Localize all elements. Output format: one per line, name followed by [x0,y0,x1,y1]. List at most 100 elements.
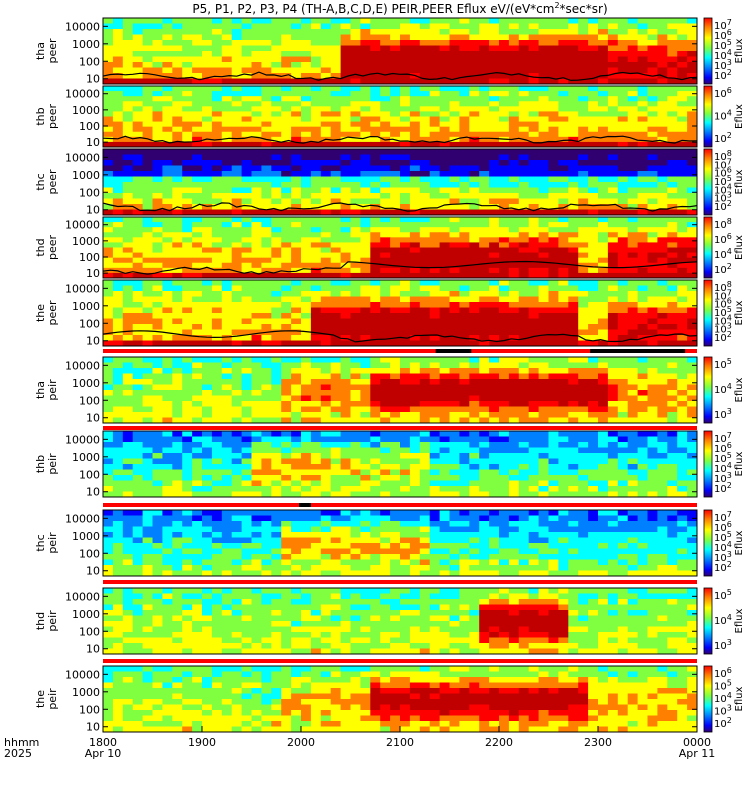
heatmap-cell [380,91,391,97]
heatmap-cell [251,453,262,459]
heatmap-cell [687,406,698,413]
heatmap-cell [301,469,312,476]
heatmap-cell [370,340,381,347]
heatmap-cell [261,40,272,46]
heatmap-cell [598,86,609,92]
heatmap-cell [281,412,292,418]
heatmap-cell [261,257,272,264]
heatmap-cell [241,302,252,308]
heatmap-cell [469,442,480,448]
heatmap-cell [390,73,401,79]
heatmap-cell [251,247,262,253]
heatmap-cell [647,56,658,63]
heatmap-cell [310,227,322,233]
heatmap-cell [518,209,530,216]
heatmap-cell [221,227,233,233]
heatmap-cell [400,217,411,223]
heatmap-cell [499,285,510,292]
heatmap-cell [162,280,173,286]
heatmap-cell [617,272,629,279]
heatmap-cell [152,193,163,199]
heatmap-cell [489,73,500,79]
heatmap-cell [320,204,332,210]
heatmap-cell [598,464,609,470]
heatmap-cell [261,198,272,205]
heatmap-cell [162,272,173,279]
colorbar-tick-label: 105 [714,38,732,52]
heatmap-cell [271,193,282,199]
heatmap-cell [152,431,163,437]
heatmap-cell [241,313,252,319]
heatmap-cell [301,280,312,286]
heatmap-cell [400,368,411,374]
heatmap-cell [429,291,440,297]
heatmap-cell [528,458,539,465]
heatmap-cell [152,412,163,418]
heatmap-cell [152,29,163,35]
heatmap-cell [479,227,490,233]
heatmap-cell [548,257,559,264]
heatmap-cell [508,313,520,319]
heatmap-cell [419,436,431,443]
heatmap-cell [350,198,361,205]
heatmap-cell [152,149,163,155]
heatmap-cell [172,40,183,46]
heatmap-cell [172,257,183,264]
heatmap-cell [687,182,698,188]
heatmap-cell [409,198,421,205]
heatmap-cell [380,126,391,133]
heatmap-cell [301,464,312,470]
heatmap-cell [508,29,520,35]
heatmap-cell [429,324,440,330]
heatmap-cell [548,56,559,63]
heatmap-cell [330,121,341,128]
heatmap-cell [528,131,539,138]
heatmap-cell [281,232,292,238]
heatmap-cell [241,91,252,97]
heatmap-cell [241,340,252,347]
heatmap-cell [528,193,539,199]
heatmap-cell [360,165,371,172]
heatmap-cell [112,78,124,85]
heatmap-cell [350,106,361,112]
heatmap-cell [132,222,143,228]
heatmap-cell [598,417,609,424]
heatmap-cell [251,165,262,172]
heatmap-cell [182,406,193,413]
heatmap-cell [409,379,421,385]
heatmap-cell [528,412,539,418]
heatmap-cell [459,257,470,264]
heatmap-cell [241,232,252,238]
heatmap-cell [261,412,272,418]
heatmap-cell [390,329,401,336]
heatmap-cell [479,379,490,385]
heatmap-cell [162,453,173,459]
heatmap-cell [508,458,520,465]
heatmap-cell [479,34,490,41]
heatmap-cell [419,141,431,148]
heatmap-cell [578,106,589,112]
colorbar-tick-label: 103 [714,191,732,205]
heatmap-cell [112,362,124,369]
heatmap-cell [320,307,332,314]
heatmap-cell [221,86,233,92]
heatmap-cell [291,18,302,24]
heatmap-cell [251,176,262,183]
heatmap-cell [469,267,480,274]
heatmap-cell [637,86,648,92]
heatmap-cell [499,340,510,347]
heatmap-cell [172,285,183,292]
heatmap-cell [439,73,450,79]
heatmap-cell [439,45,450,52]
heatmap-cell [538,318,549,325]
heatmap-cell [429,136,440,143]
heatmap-cell [231,45,242,52]
heatmap-cell [192,390,203,396]
heatmap-cell [103,187,114,194]
heatmap-cell [360,285,371,292]
heatmap-cell [251,252,262,259]
heatmap-cell [667,442,678,448]
heatmap-cell [202,335,213,341]
heatmap-cell [281,406,292,413]
heatmap-cell [449,285,460,292]
